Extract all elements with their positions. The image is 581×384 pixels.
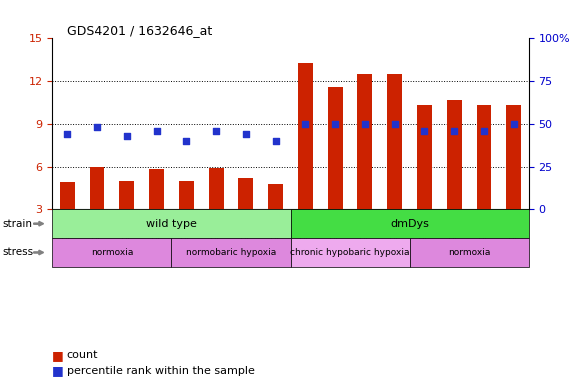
Point bbox=[271, 138, 280, 144]
Bar bbox=[52, 238, 171, 267]
Bar bbox=[507, 105, 521, 209]
Bar bbox=[290, 238, 410, 267]
Text: GDS4201 / 1632646_at: GDS4201 / 1632646_at bbox=[67, 24, 212, 37]
Point bbox=[301, 121, 310, 127]
Bar bbox=[357, 74, 372, 209]
Text: ■: ■ bbox=[52, 349, 64, 362]
Text: wild type: wild type bbox=[146, 218, 197, 229]
Bar bbox=[119, 181, 134, 209]
Bar bbox=[388, 74, 402, 209]
Text: percentile rank within the sample: percentile rank within the sample bbox=[67, 366, 254, 376]
Point bbox=[390, 121, 399, 127]
Text: dmDys: dmDys bbox=[390, 218, 429, 229]
Point bbox=[479, 127, 489, 134]
Text: ■: ■ bbox=[52, 364, 64, 377]
Point bbox=[92, 124, 102, 130]
Bar bbox=[179, 181, 193, 209]
Bar bbox=[290, 209, 529, 238]
Text: chronic hypobaric hypoxia: chronic hypobaric hypoxia bbox=[290, 248, 410, 257]
Text: stress: stress bbox=[3, 247, 34, 258]
Bar bbox=[171, 238, 290, 267]
Text: normoxia: normoxia bbox=[448, 248, 490, 257]
Text: normobaric hypoxia: normobaric hypoxia bbox=[186, 248, 276, 257]
Point bbox=[420, 127, 429, 134]
Point bbox=[182, 138, 191, 144]
Text: count: count bbox=[67, 350, 98, 360]
Point bbox=[450, 127, 459, 134]
Point bbox=[360, 121, 370, 127]
Bar bbox=[238, 178, 253, 209]
Point bbox=[211, 127, 221, 134]
Bar bbox=[149, 169, 164, 209]
Bar bbox=[328, 87, 343, 209]
Text: strain: strain bbox=[3, 218, 33, 229]
Point bbox=[122, 133, 131, 139]
Text: normoxia: normoxia bbox=[91, 248, 133, 257]
Bar bbox=[447, 99, 462, 209]
Point bbox=[63, 131, 72, 137]
Bar bbox=[476, 105, 492, 209]
Point bbox=[331, 121, 340, 127]
Point bbox=[241, 131, 250, 137]
Point bbox=[509, 121, 518, 127]
Bar bbox=[60, 182, 74, 209]
Bar bbox=[417, 105, 432, 209]
Point bbox=[152, 127, 161, 134]
Bar bbox=[298, 63, 313, 209]
Bar bbox=[410, 238, 529, 267]
Bar bbox=[89, 167, 105, 209]
Bar bbox=[209, 168, 224, 209]
Bar bbox=[52, 209, 290, 238]
Bar bbox=[268, 184, 283, 209]
